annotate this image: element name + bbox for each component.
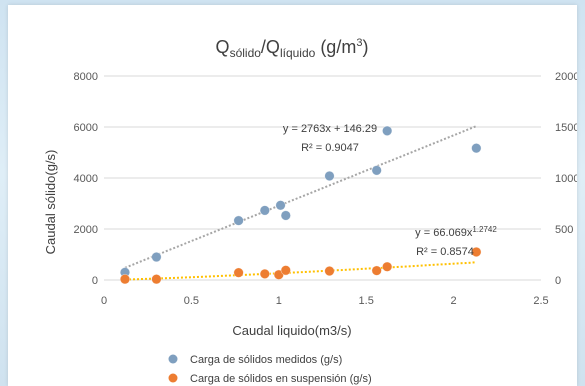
y-right-tick-label: 1000 [555, 173, 577, 185]
tick-labels: 0 2000 4000 6000 8000 0 500 1000 1500 2000 0 0.5 1 1.… [74, 71, 577, 307]
equation-base: y = 66.069x [415, 227, 473, 239]
y-left-tick-label: 2000 [74, 224, 98, 236]
point-medidos [151, 251, 162, 263]
trendline-suspension [124, 261, 477, 281]
trendline-r2-medidos: R² = 0.9047 [301, 142, 359, 154]
point-suspension [119, 274, 131, 285]
title-q1: Q [216, 37, 230, 57]
point-medidos [259, 205, 270, 216]
y-left-tick-label: 4000 [74, 173, 98, 185]
point-suspension [151, 274, 162, 285]
x-tick-label: 0 [101, 295, 107, 307]
point-suspension [259, 268, 270, 279]
y-right-tick-label: 2000 [555, 71, 577, 83]
point-medidos [280, 210, 291, 221]
point-suspension [233, 267, 244, 278]
point-medidos [233, 215, 244, 226]
data-points [119, 125, 482, 285]
y-left-tick-label: 8000 [74, 71, 98, 83]
x-tick-label: 1.5 [359, 295, 374, 307]
legend-marker-suspension [168, 373, 178, 383]
legend: Carga de sólidos medidos (g/s) Carga de … [168, 354, 372, 385]
x-tick-label: 2 [451, 295, 457, 307]
point-medidos [471, 143, 482, 154]
equation-exponent: 1.2742 [472, 225, 497, 234]
y-right-tick-label: 1500 [555, 122, 577, 134]
legend-label-suspension: Carga de sólidos en suspensión (g/s) [190, 373, 372, 385]
title-sub2: líquido [280, 46, 316, 60]
y-right-tick-label: 0 [555, 275, 561, 287]
point-medidos [382, 125, 393, 136]
x-tick-label: 2.5 [533, 295, 548, 307]
trendline-medidos [124, 125, 477, 269]
scatter-chart: Qsólido/Qlíquido (g/m3) 0 2000 4000 6000 800… [43, 37, 577, 385]
title-sub1: sólido [230, 46, 262, 60]
gridlines [104, 75, 541, 281]
chart-panel: Qsólido/Qlíquido (g/m3) 0 2000 4000 6000 800… [8, 5, 577, 386]
trendlines [124, 125, 477, 281]
point-suspension [324, 265, 335, 277]
trendline-r2-suspension: R² = 0.8574 [416, 246, 474, 258]
point-medidos [371, 165, 382, 176]
y-left-tick-label: 0 [92, 275, 98, 287]
y-right-tick-label: 500 [555, 224, 573, 236]
point-suspension [371, 265, 382, 276]
x-tick-label: 0.5 [184, 295, 199, 307]
x-axis-label: Caudal liquido(m3/s) [232, 323, 351, 338]
trendline-equation-suspension: y = 66.069x1.2742 [415, 225, 497, 239]
y-left-tick-label: 6000 [74, 122, 98, 134]
point-suspension [280, 265, 291, 276]
legend-label-medidos: Carga de sólidos medidos (g/s) [190, 354, 342, 366]
legend-marker-medidos [168, 354, 178, 364]
x-tick-label: 1 [276, 295, 282, 307]
title-unit-pre: (g/m [315, 37, 356, 57]
title-slash: /Q [261, 37, 280, 57]
title-unit-post: ) [362, 37, 368, 57]
point-medidos [275, 200, 286, 211]
chart-title: Qsólido/Qlíquido (g/m3) [216, 37, 369, 60]
point-suspension [382, 261, 393, 272]
y-axis-label: Caudal sólido(g/s) [43, 150, 58, 255]
point-suspension [471, 246, 482, 258]
trendline-equation-medidos: y = 2763x + 146.29 [283, 123, 377, 135]
title-unit-sup: 3 [356, 37, 362, 49]
point-medidos [324, 170, 335, 182]
